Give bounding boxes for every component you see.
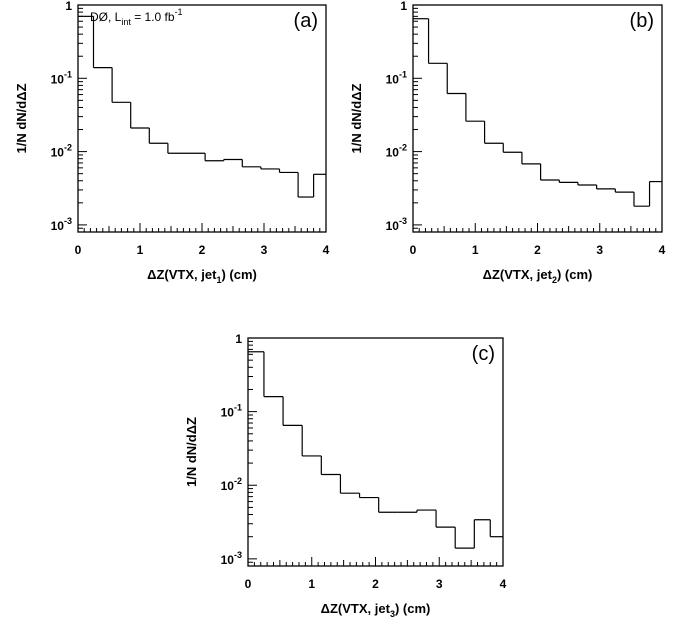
y-tick-label: 10-2 (221, 476, 242, 493)
x-tick-label: 2 (372, 577, 379, 591)
x-tick-label: 1 (137, 243, 144, 257)
plot-frame (412, 4, 663, 233)
x-tick-label: 0 (75, 243, 82, 257)
x-tick-label: 4 (500, 577, 507, 591)
plot-frame (77, 4, 327, 233)
x-axis-label: ΔZ(VTX, jet2) (cm) (483, 267, 593, 285)
y-tick-label: 1 (235, 332, 242, 346)
y-tick-label: 10-1 (221, 403, 242, 420)
x-tick-label: 0 (245, 577, 252, 591)
x-tick-label: 2 (199, 243, 206, 257)
y-tick-label: 1 (65, 0, 72, 13)
y-tick-label: 10-3 (386, 216, 407, 233)
panel-label: (c) (472, 343, 495, 365)
x-tick-label: 2 (534, 243, 541, 257)
y-tick-label: 1 (400, 0, 407, 13)
luminosity-annotation: DØ, Lint = 1.0 fb-1 (90, 7, 183, 27)
y-axis-label: 1/N dN/dΔZ (349, 83, 364, 153)
x-tick-label: 3 (261, 243, 268, 257)
panel-a: 0 1 2 3 4 10-3 10-2 10-1 1 (a) DØ, Lint = 1.0 fb-1… (14, 0, 330, 285)
plot-frame (247, 337, 504, 567)
x-tick-label: 4 (659, 243, 666, 257)
y-tick-label: 10-1 (386, 69, 407, 86)
y-tick-label: 10-3 (51, 216, 72, 233)
y-tick-label: 10-2 (51, 143, 72, 160)
x-axis-label: ΔZ(VTX, jet1) (cm) (147, 267, 257, 285)
y-axis-label: 1/N dN/dΔZ (14, 83, 29, 153)
panel-c: 0 1 2 3 4 10-3 10-2 10-1 1 (c) ΔZ(VTX, jet3) (cm) 1… (184, 332, 507, 619)
x-tick-label: 1 (308, 577, 315, 591)
y-tick-label: 10-2 (386, 143, 407, 160)
x-tick-label: 0 (410, 243, 417, 257)
panel-label: (a) (294, 10, 318, 32)
x-tick-label: 3 (596, 243, 603, 257)
y-tick-label: 10-3 (221, 550, 242, 567)
y-axis-label: 1/N dN/dΔZ (184, 417, 199, 487)
panel-b: 0 1 2 3 4 10-3 10-2 10-1 1 (b) ΔZ(VTX, jet2) (cm) 1… (349, 0, 666, 285)
y-tick-label: 10-1 (51, 69, 72, 86)
x-tick-label: 4 (323, 243, 330, 257)
x-tick-label: 3 (436, 577, 443, 591)
panel-label: (b) (630, 10, 654, 32)
x-tick-label: 1 (472, 243, 479, 257)
x-axis-label: ΔZ(VTX, jet3) (cm) (321, 601, 431, 619)
